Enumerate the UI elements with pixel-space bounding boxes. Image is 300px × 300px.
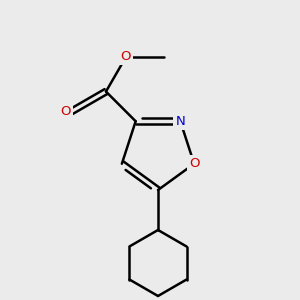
Text: N: N [176, 115, 185, 128]
Text: O: O [189, 157, 200, 170]
Text: O: O [121, 50, 131, 63]
Text: O: O [60, 105, 70, 118]
